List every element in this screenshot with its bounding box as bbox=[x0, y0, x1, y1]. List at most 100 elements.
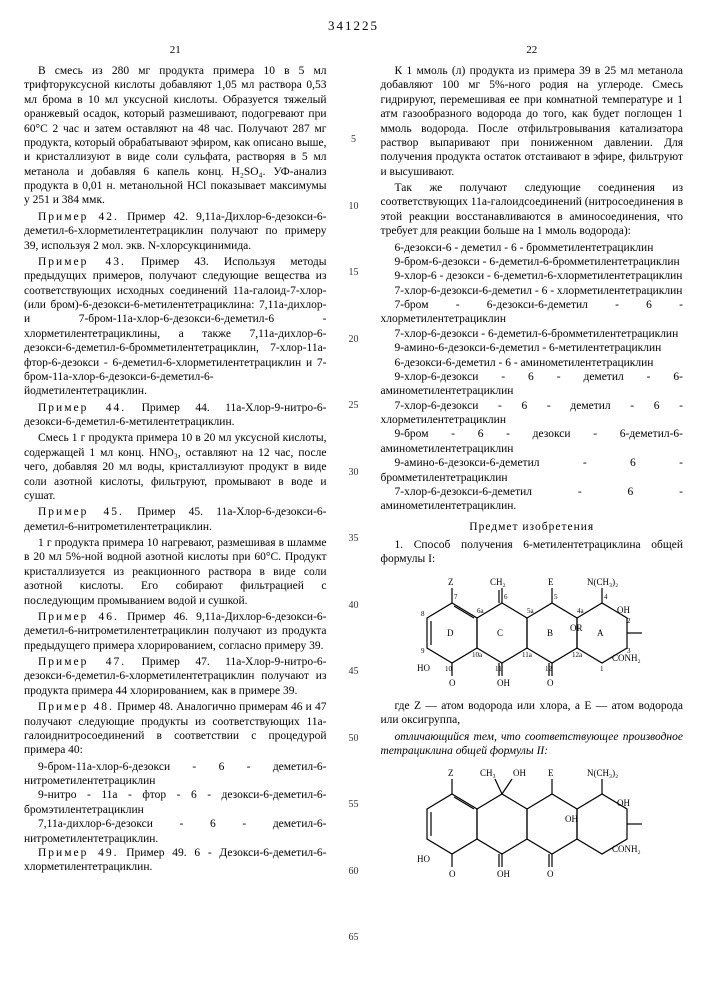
label: E bbox=[548, 768, 554, 778]
list-item: 6-дезокси-6-деметил - 6 - аминометиленте… bbox=[381, 356, 684, 370]
label: 11 bbox=[495, 665, 502, 673]
line-num: 5 bbox=[351, 134, 356, 147]
list-item: 9-хлор-6-дезокси - 6 - деметил - 6-амино… bbox=[381, 370, 684, 399]
label: 2 bbox=[627, 617, 631, 625]
line-num: 10 bbox=[349, 201, 359, 214]
para: Так же получают следующие соединения из … bbox=[381, 181, 684, 239]
para: 1. Способ получения 6-метилентетрациклин… bbox=[381, 538, 684, 567]
line-num: 60 bbox=[349, 866, 359, 879]
label: OR bbox=[570, 623, 583, 633]
label: HO bbox=[417, 854, 430, 864]
label: 4 bbox=[604, 593, 608, 601]
label: 11a bbox=[522, 651, 533, 659]
line-num: 35 bbox=[349, 533, 359, 546]
list-item: 7-хлор-6-дезокси-6-деметил - 6 - аминоме… bbox=[381, 485, 684, 514]
para: В смесь из 280 мг продукта примера 10 в … bbox=[24, 64, 327, 208]
label: 6 bbox=[504, 593, 508, 601]
label: CONH₂ bbox=[612, 844, 641, 854]
two-column-layout: 21 В смесь из 280 мг продукта примера 10… bbox=[24, 44, 683, 945]
text: Пример 43. Используя методы предыдущих п… bbox=[24, 256, 327, 397]
line-num: 65 bbox=[349, 932, 359, 945]
text: отличающийся тем, что соответствующее пр… bbox=[381, 731, 684, 757]
list-item: 7-хлор-6-дезокси-6-деметил - 6 - хлормет… bbox=[381, 284, 684, 298]
line-num: 20 bbox=[349, 334, 359, 347]
para: где Z — атом водорода или хлора, а E — а… bbox=[381, 699, 684, 728]
label: OH bbox=[617, 605, 630, 615]
page-num-right: 22 bbox=[381, 44, 684, 58]
label: 9 bbox=[421, 647, 425, 655]
label: 5 bbox=[554, 593, 558, 601]
label: 10 bbox=[445, 665, 453, 673]
label: OH bbox=[617, 798, 630, 808]
line-num: 40 bbox=[349, 600, 359, 613]
label: D bbox=[447, 628, 454, 638]
para: 1 г продукта примера 10 нагревают, разме… bbox=[24, 536, 327, 608]
label: N(CH₃)₂ bbox=[587, 768, 618, 778]
line-numbers: 5 10 15 20 25 30 35 40 45 50 55 60 65 bbox=[345, 44, 363, 945]
label: B bbox=[547, 628, 553, 638]
para: Пример 42. Пример 42. 9,11а-Дихлор-6-дез… bbox=[24, 210, 327, 253]
list-item: 9-нитро - 11а - фтор - 6 - дезокси-6-дем… bbox=[24, 788, 327, 817]
label: 6a bbox=[477, 607, 485, 615]
label: O bbox=[449, 678, 456, 688]
label: 8 bbox=[421, 610, 425, 618]
right-column: 22 К 1 ммоль (л) продукта из примера 39 … bbox=[381, 44, 684, 945]
line-num: 15 bbox=[349, 267, 359, 280]
line-num: 25 bbox=[349, 400, 359, 413]
para: Пример 49. Пример 49. 6 - Дезокси-6-деме… bbox=[24, 846, 327, 875]
para: Пример 45. Пример 45. 11а-Хлор-6-дезокси… bbox=[24, 505, 327, 534]
label: CH₃ bbox=[480, 768, 496, 778]
list-item: 9-бром - 6 - дезокси - 6-деметил-6-амино… bbox=[381, 427, 684, 456]
label: OH bbox=[497, 869, 510, 879]
line-num: 55 bbox=[349, 799, 359, 812]
para: Пример 46. Пример 46. 9,11а-Дихлор-6-дез… bbox=[24, 610, 327, 653]
label: A bbox=[597, 628, 604, 638]
label: HO bbox=[417, 663, 430, 673]
label: 12 bbox=[545, 665, 553, 673]
label: OH bbox=[565, 814, 578, 824]
para: отличающийся тем, что соответствующее пр… bbox=[381, 730, 684, 759]
label: OH bbox=[513, 768, 526, 778]
para: Пример 47. Пример 47. 11а-Хлор-9-нитро-6… bbox=[24, 655, 327, 698]
label: O bbox=[547, 678, 554, 688]
para: Пример 48. Пример 48. Аналогично примера… bbox=[24, 700, 327, 758]
list-item: 9-амино-6-дезокси-6-деметил - 6 - бромме… bbox=[381, 456, 684, 485]
list-item: 9-бром-6-дезокси - 6-деметил-6-бромметил… bbox=[381, 255, 684, 269]
label: 7 bbox=[454, 593, 458, 601]
line-num: 45 bbox=[349, 666, 359, 679]
list-item: 6-дезокси-6 - деметил - 6 - бромметилент… bbox=[381, 241, 684, 255]
label: 4a bbox=[577, 607, 585, 615]
label: Z bbox=[448, 768, 454, 778]
label: O bbox=[449, 869, 456, 879]
list-item: 7-хлор-6-дезокси - 6 - деметил - 6 - хло… bbox=[381, 399, 684, 428]
label: 10a bbox=[472, 651, 483, 659]
formula-1: Z CH₂ E N(CH₃)₂ OH OR CONH₂ HO O OH O D … bbox=[381, 573, 684, 693]
label: 1 bbox=[600, 665, 604, 673]
para: Пример 43. Пример 43. Используя методы п… bbox=[24, 255, 327, 399]
list-item: 7,11а-дихлор-6-дезокси - 6 - деметил-6-н… bbox=[24, 817, 327, 846]
line-num: 50 bbox=[349, 733, 359, 746]
left-column: 21 В смесь из 280 мг продукта примера 10… bbox=[24, 44, 327, 945]
formula-2: Z CH₃ OH E N(CH₃)₂ OH OH CONH₂ HO O OH O bbox=[381, 764, 684, 879]
para: Пример 44. Пример 44. 11а-Хлор-9-нитро-6… bbox=[24, 401, 327, 430]
label: Z bbox=[448, 577, 454, 587]
list-item: 9-бром-11а-хлор-6-дезокси - 6 - деметил-… bbox=[24, 760, 327, 789]
label: CH₂ bbox=[490, 577, 506, 587]
list-item: 7-хлор-6-дезокси - 6-деметил-6-бромметил… bbox=[381, 327, 684, 341]
label: C bbox=[497, 628, 503, 638]
para: К 1 ммоль (л) продукта из примера 39 в 2… bbox=[381, 64, 684, 179]
label: E bbox=[548, 577, 554, 587]
line-num: 30 bbox=[349, 467, 359, 480]
page-num-left: 21 bbox=[24, 44, 327, 58]
label: O bbox=[547, 869, 554, 879]
list-item: 9-хлор-6 - дезокси - 6-деметил-6-хлормет… bbox=[381, 269, 684, 283]
label: OH bbox=[497, 678, 510, 688]
para: Смесь 1 г продукта примера 10 в 20 мл ук… bbox=[24, 431, 327, 503]
claim-heading: Предмет изобретения bbox=[381, 520, 684, 534]
doc-number: 341225 bbox=[24, 18, 683, 34]
list-item: 7-бром - 6-дезокси-6-деметил - 6 - хлорм… bbox=[381, 298, 684, 327]
label: 12a bbox=[572, 651, 583, 659]
label: N(CH₃)₂ bbox=[587, 577, 618, 587]
list-item: 9-амино-6-дезокси-6-деметил - 6-метилент… bbox=[381, 341, 684, 355]
label: 3 bbox=[627, 647, 631, 655]
